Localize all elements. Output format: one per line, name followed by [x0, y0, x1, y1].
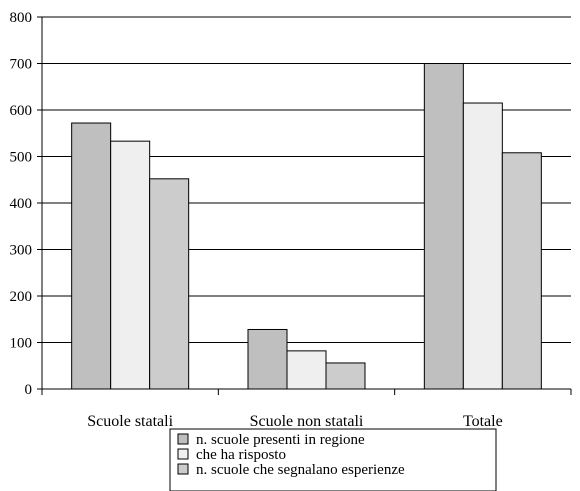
axes [37, 16, 572, 395]
y-tick-label: 100 [10, 336, 33, 352]
bar [149, 178, 190, 390]
x-category-label: Scuole non statali [250, 413, 364, 430]
y-tick-label: 300 [10, 243, 33, 259]
bar [110, 140, 151, 390]
bar [325, 362, 366, 390]
x-category-labels: Scuole statali Scuole non statali Totale [87, 413, 502, 430]
y-tick-label: 0 [25, 382, 33, 398]
x-category-label: Totale [463, 413, 503, 430]
bar [71, 122, 112, 390]
y-tick-label: 800 [10, 10, 33, 26]
y-tick-labels: 0 100 200 300 400 500 600 700 800 [10, 10, 33, 398]
y-tick-label: 700 [10, 57, 33, 73]
x-category-label: Scuole statali [87, 413, 173, 430]
bar [423, 63, 464, 390]
y-tick-label: 600 [10, 103, 33, 119]
legend-swatch [177, 448, 189, 460]
legend-label: n. scuole che segnalano esperienze [196, 462, 405, 478]
y-tick-label: 200 [10, 289, 33, 305]
legend-swatch [177, 463, 189, 475]
y-tick-label: 400 [10, 196, 33, 212]
bar [462, 102, 503, 390]
bar [501, 152, 542, 390]
bars [71, 63, 542, 390]
legend-box [169, 428, 497, 491]
legend-label: n. scuole presenti in regione [196, 432, 365, 448]
legend-swatch [177, 433, 189, 445]
legend-label: che ha risposto [196, 447, 286, 463]
y-tick-label: 500 [10, 150, 33, 166]
bar [247, 328, 288, 390]
bar [286, 350, 327, 390]
